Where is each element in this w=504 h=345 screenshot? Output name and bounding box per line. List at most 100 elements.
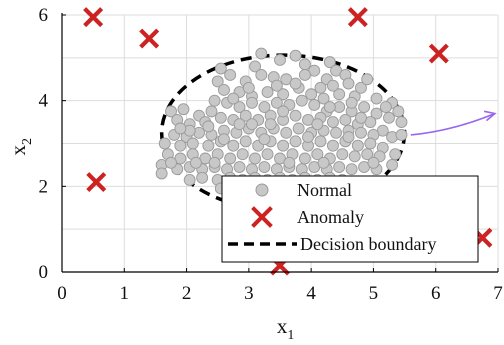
legend-normal-label: Normal [297,180,352,200]
normal-point [314,135,327,148]
normal-point [317,156,330,169]
x-tick-label: 4 [306,283,316,304]
x-tick-label: 5 [369,283,379,304]
x-axis-label: x1 [277,314,295,343]
normal-point [158,137,171,150]
normal-point [183,173,196,186]
annotation-arrow-shaft [410,112,496,136]
normal-point [370,107,383,120]
normal-point [392,105,405,118]
normal-point [224,152,237,165]
normal-point [389,148,402,161]
normal-point [242,81,255,94]
normal-point [233,118,246,131]
normal-point [261,86,274,99]
anomaly-x-stroke [83,7,104,28]
normal-point [196,171,209,184]
normal-point [239,109,252,122]
normal-point [289,77,302,90]
x-tick-label: 3 [244,283,254,304]
normal-point [277,105,290,118]
normal-point [351,139,364,152]
normal-point [227,139,240,152]
normal-point [333,161,346,174]
y-axis-label: x2 [6,138,35,156]
normal-point [214,111,227,124]
legend-normal-marker [255,183,269,197]
anomaly-point [428,43,449,64]
normal-point [274,54,286,66]
normal-point [205,105,218,118]
normal-point [289,49,302,62]
normal-point [258,101,271,114]
anomaly-x-stroke [428,43,449,64]
normal-point [208,94,221,107]
axes [61,13,499,273]
normal-point [326,79,339,92]
normal-point [326,139,339,152]
normal-point [249,60,262,73]
normal-point [342,77,355,90]
y-tick-label: 6 [39,5,49,26]
normal-point [379,101,392,114]
normal-point [258,161,271,174]
normal-point [208,156,221,169]
normal-point [395,116,408,129]
normal-point [342,131,355,144]
normal-point [345,96,358,109]
normal-point [298,58,311,71]
normal-point [323,101,336,114]
normal-point [246,118,258,131]
normal-point [224,69,237,81]
x-tick-label: 7 [493,283,503,304]
normal-point [258,133,271,146]
normal-points-layer [155,47,408,212]
x-axis-label-subscript: 1 [287,328,294,343]
normal-point [177,103,190,116]
normal-point [277,88,290,101]
normal-point [367,156,380,169]
normal-point [236,148,249,161]
y-axis-label-subscript: 2 [20,138,35,145]
normal-point [386,158,399,171]
normal-point [214,62,227,75]
x-axis-label-main: x [277,314,288,338]
normal-point [314,81,327,94]
anomaly-point [139,28,160,49]
normal-point [239,135,252,148]
normal-point [311,118,324,131]
anomaly-x-stroke [139,28,160,49]
y-tick-label: 0 [39,262,49,283]
normal-point [255,47,268,60]
normal-point [255,69,268,81]
normal-point [283,156,296,169]
normal-point [295,94,308,107]
normal-point [233,161,246,174]
normal-point [302,131,314,144]
normal-point [233,101,246,114]
legend-anomaly-label: Anomaly [297,207,364,227]
normal-point [339,113,352,126]
normal-point [333,88,346,101]
normal-point [289,109,302,122]
normal-point [308,98,321,111]
legend-boundary-label: Decision boundary [300,234,436,254]
normal-point [355,126,367,139]
normal-point [202,139,215,152]
normal-point [277,139,290,152]
legend-anomaly-marker [251,206,273,228]
x-tick-label: 0 [57,283,67,304]
normal-point [289,135,302,148]
normal-point [305,88,318,101]
normal-point [165,105,177,118]
normal-point [264,118,277,131]
normal-point [211,75,224,88]
anomaly-point [347,7,368,28]
normal-point [383,111,395,124]
normal-point [298,69,311,81]
anomaly-point [86,172,107,193]
normal-point [270,79,283,92]
normal-point [361,73,374,86]
